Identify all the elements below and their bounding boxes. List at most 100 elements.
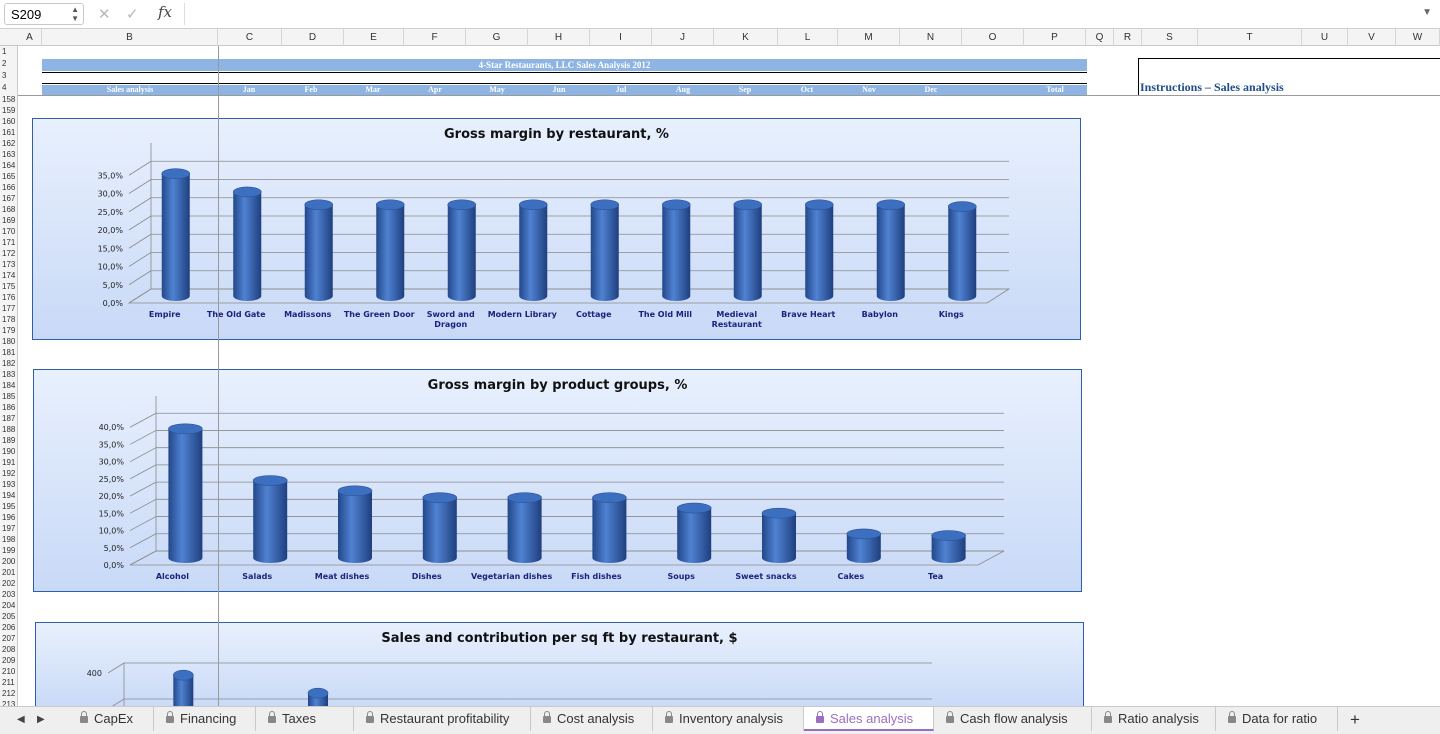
row-header-167[interactable]: 167 xyxy=(2,194,16,203)
row-header-181[interactable]: 181 xyxy=(2,348,16,357)
sheet-tab-capex[interactable]: CapEx xyxy=(68,707,154,731)
row-header-209[interactable]: 209 xyxy=(2,656,16,665)
chart-bar[interactable] xyxy=(876,199,906,301)
chart-bar[interactable] xyxy=(161,168,191,301)
row-header-183[interactable]: 183 xyxy=(2,370,16,379)
instructions-title[interactable]: Instructions – Sales analysis xyxy=(1140,80,1284,94)
row-header-185[interactable]: 185 xyxy=(2,392,16,401)
chart-bar[interactable] xyxy=(422,492,458,563)
row-header-197[interactable]: 197 xyxy=(2,524,16,533)
row-header-166[interactable]: 166 xyxy=(2,183,16,192)
row-header-164[interactable]: 164 xyxy=(2,161,16,170)
column-header-m[interactable]: M xyxy=(838,29,900,46)
column-header-b[interactable]: B xyxy=(42,29,218,46)
chart-bar[interactable] xyxy=(168,423,203,563)
row-header-199[interactable]: 199 xyxy=(2,546,16,555)
sheet-tab-inventory-analysis[interactable]: Inventory analysis xyxy=(653,707,804,731)
row-header-207[interactable]: 207 xyxy=(2,634,16,643)
column-header-u[interactable]: U xyxy=(1302,29,1348,46)
row-header-4[interactable]: 4 xyxy=(2,83,7,92)
column-header-k[interactable]: K xyxy=(714,29,778,46)
column-header-t[interactable]: T xyxy=(1198,29,1302,46)
chart-bar[interactable] xyxy=(676,502,712,563)
row-header-203[interactable]: 203 xyxy=(2,590,16,599)
row-header-210[interactable]: 210 xyxy=(2,667,16,676)
column-header-a[interactable]: A xyxy=(18,29,42,46)
row-header-194[interactable]: 194 xyxy=(2,491,16,500)
column-header-n[interactable]: N xyxy=(900,29,962,46)
sheet-tab-sales-analysis[interactable]: Sales analysis xyxy=(804,707,934,731)
row-header-213[interactable]: 213 xyxy=(2,700,16,709)
row-header-184[interactable]: 184 xyxy=(2,381,16,390)
row-header-168[interactable]: 168 xyxy=(2,205,16,214)
column-header-l[interactable]: L xyxy=(778,29,838,46)
row-header-158[interactable]: 158 xyxy=(2,95,16,104)
name-box[interactable]: S209 ▲ ▼ xyxy=(4,3,84,25)
row-header-186[interactable]: 186 xyxy=(2,403,16,412)
row-header-178[interactable]: 178 xyxy=(2,315,16,324)
chart-bar[interactable] xyxy=(507,492,542,563)
sheet-tab-cash-flow-analysis[interactable]: Cash flow analysis xyxy=(934,707,1092,731)
column-header-q[interactable]: Q xyxy=(1086,29,1114,46)
function-icon[interactable]: fx xyxy=(158,3,173,21)
row-header-160[interactable]: 160 xyxy=(2,117,16,126)
row-header-170[interactable]: 170 xyxy=(2,227,16,236)
row-header-169[interactable]: 169 xyxy=(2,216,16,225)
row-header-198[interactable]: 198 xyxy=(2,535,16,544)
row-header-174[interactable]: 174 xyxy=(2,271,16,280)
row-header-3[interactable]: 3 xyxy=(2,71,7,80)
row-header-180[interactable]: 180 xyxy=(2,337,16,346)
chart-bar[interactable] xyxy=(447,199,477,301)
column-header-g[interactable]: G xyxy=(466,29,528,46)
chart-bar[interactable] xyxy=(661,199,691,301)
row-header-193[interactable]: 193 xyxy=(2,480,16,489)
column-header-v[interactable]: V xyxy=(1348,29,1396,46)
row-header-1[interactable]: 1 xyxy=(2,47,7,56)
row-header-190[interactable]: 190 xyxy=(2,447,16,456)
column-header-p[interactable]: P xyxy=(1024,29,1086,46)
chart-bar[interactable] xyxy=(761,507,797,563)
chart-bar[interactable] xyxy=(375,199,405,301)
chart-bar[interactable] xyxy=(337,485,373,563)
column-header-j[interactable]: J xyxy=(652,29,714,46)
row-header-187[interactable]: 187 xyxy=(2,414,16,423)
sheet-tab-cost-analysis[interactable]: Cost analysis xyxy=(531,707,653,731)
chart-bar[interactable] xyxy=(173,669,194,713)
column-header-w[interactable]: W xyxy=(1396,29,1440,46)
column-header-e[interactable]: E xyxy=(344,29,404,46)
row-header-205[interactable]: 205 xyxy=(2,612,16,621)
column-header-f[interactable]: F xyxy=(404,29,466,46)
row-header-192[interactable]: 192 xyxy=(2,469,16,478)
sales-per-sq-ft-chart[interactable]: Sales and contribution per sq ft by rest… xyxy=(35,622,1084,713)
row-header-163[interactable]: 163 xyxy=(2,150,16,159)
row-header-201[interactable]: 201 xyxy=(2,568,16,577)
row-header-196[interactable]: 196 xyxy=(2,513,16,522)
chart-bar[interactable] xyxy=(804,199,834,301)
sheet-tab-ratio-analysis[interactable]: Ratio analysis xyxy=(1092,707,1216,731)
column-header-h[interactable]: H xyxy=(528,29,590,46)
row-header-204[interactable]: 204 xyxy=(2,601,16,610)
row-header-191[interactable]: 191 xyxy=(2,458,16,467)
row-header-189[interactable]: 189 xyxy=(2,436,16,445)
row-header-179[interactable]: 179 xyxy=(2,326,16,335)
chart-bar[interactable] xyxy=(931,530,966,563)
name-box-stepper-icon[interactable]: ▲ ▼ xyxy=(71,5,79,23)
row-header-176[interactable]: 176 xyxy=(2,293,16,302)
row-header-173[interactable]: 173 xyxy=(2,260,16,269)
column-header-s[interactable]: S xyxy=(1142,29,1198,46)
column-header-o[interactable]: O xyxy=(962,29,1024,46)
sheet-tab-data-for-ratio[interactable]: Data for ratio xyxy=(1216,707,1338,731)
row-header-171[interactable]: 171 xyxy=(2,238,16,247)
chart-bar[interactable] xyxy=(733,199,763,301)
sheet-tab-taxes[interactable]: Taxes xyxy=(256,707,354,731)
row-header-165[interactable]: 165 xyxy=(2,172,16,181)
row-header-177[interactable]: 177 xyxy=(2,304,16,313)
column-header-c[interactable]: C xyxy=(218,29,282,46)
column-header-d[interactable]: D xyxy=(282,29,344,46)
column-header-i[interactable]: I xyxy=(590,29,652,46)
row-header-211[interactable]: 211 xyxy=(2,678,15,687)
chart-bar[interactable] xyxy=(252,475,288,564)
row-header-162[interactable]: 162 xyxy=(2,139,16,148)
cancel-icon[interactable]: ✕ xyxy=(98,6,111,23)
chart-bar[interactable] xyxy=(947,201,977,301)
